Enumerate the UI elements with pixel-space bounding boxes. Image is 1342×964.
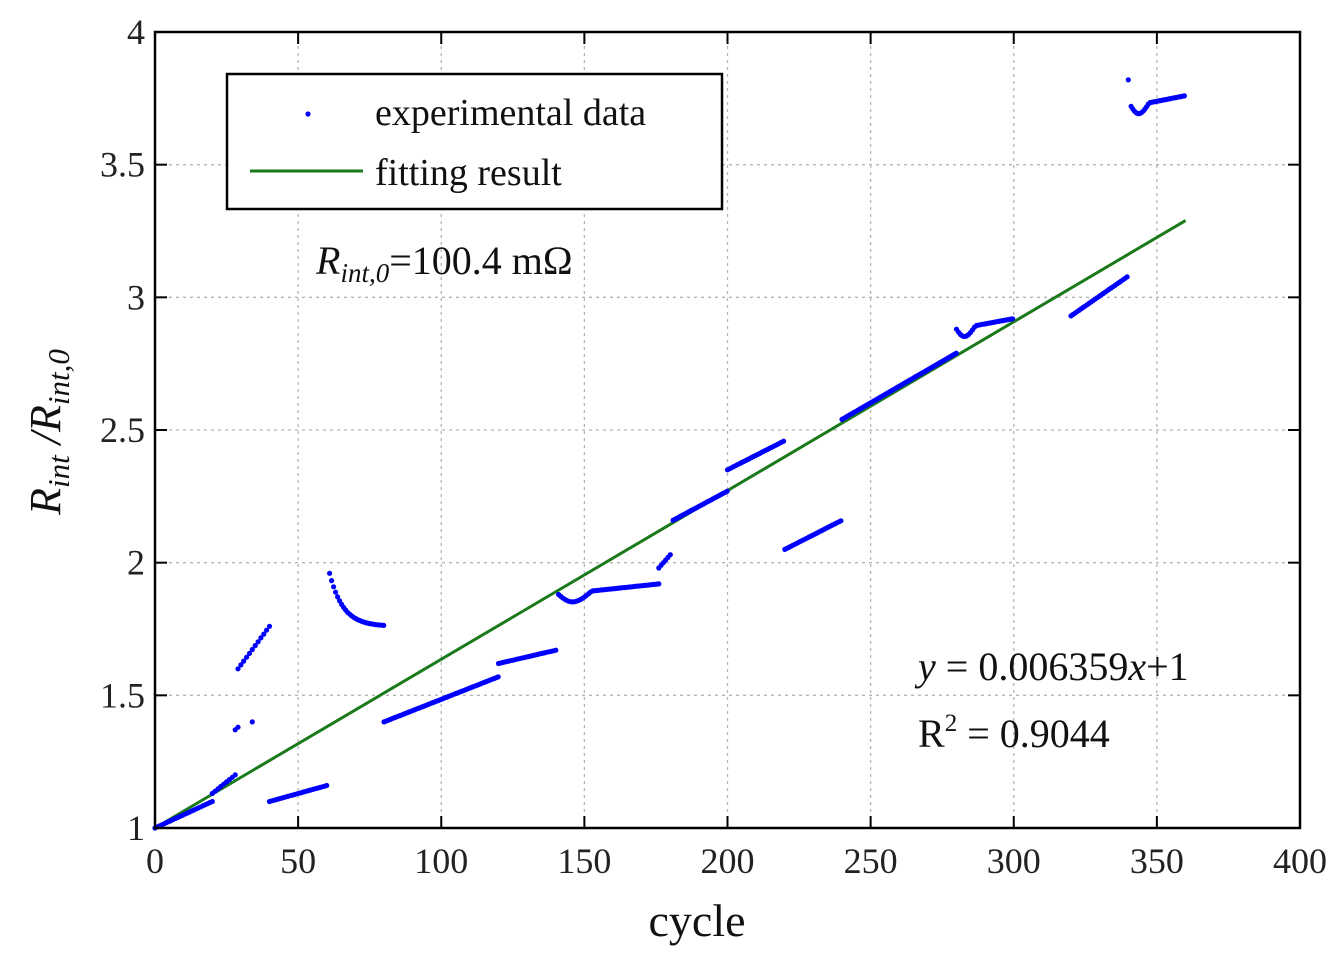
legend-marker-experimental [305, 111, 311, 117]
data-point [656, 581, 662, 587]
annotation-r0-sub: int,0 [340, 258, 389, 288]
y-label-sep: / [21, 428, 70, 455]
equation-part2: +1 [1146, 644, 1189, 689]
annotation-r0-base: R [315, 238, 340, 283]
data-point [255, 639, 261, 645]
x-tick-label: 300 [987, 841, 1041, 881]
data-point [381, 622, 387, 629]
equation-part1: = 0.006359 [936, 644, 1129, 689]
y-label-num-base: R [21, 488, 70, 516]
x-tick-label: 200 [701, 841, 755, 881]
data-point [238, 662, 244, 668]
r2-sup: 2 [945, 710, 958, 737]
x-tick-label: 0 [146, 841, 164, 881]
data-point [244, 654, 250, 660]
x-tick-label: 50 [280, 841, 316, 881]
legend-box [225, 72, 724, 211]
data-point [724, 488, 730, 494]
data-point [209, 798, 215, 805]
legend-label-fitting: fitting result [375, 152, 562, 194]
r2-base: R [918, 711, 945, 756]
y-tick-label: 2.5 [100, 410, 145, 450]
data-point [266, 623, 273, 629]
data-point [335, 594, 341, 600]
data-point [838, 518, 844, 524]
data-point [781, 438, 787, 444]
x-tick-label: 100 [414, 841, 468, 881]
equation-x-var: x [1127, 644, 1146, 689]
data-point [327, 570, 333, 576]
x-tick-label: 400 [1273, 841, 1327, 881]
annotation-r0: Rint,0=100.4 mΩ [315, 238, 573, 288]
data-point [953, 350, 959, 356]
data-point [1181, 93, 1187, 99]
equation-y-var: y [914, 644, 936, 689]
annotation-r2: R2 = 0.9044 [918, 710, 1110, 756]
y-tick-label: 1 [127, 808, 145, 848]
data-point [324, 782, 330, 789]
x-axis-label: cycle [648, 895, 745, 946]
data-point [235, 666, 241, 672]
data-point [331, 584, 337, 590]
data-point [249, 646, 255, 653]
annotation-r0-value: =100.4 mΩ [389, 238, 572, 283]
y-label-num-sub: int [41, 454, 76, 488]
data-point [249, 719, 255, 725]
data-point [1124, 274, 1130, 280]
data-point [495, 674, 501, 680]
r2-value: = 0.9044 [957, 711, 1110, 756]
y-tick-label: 4 [127, 12, 145, 52]
y-label-den-sub: int,0 [41, 349, 76, 405]
x-tick-label: 350 [1130, 841, 1184, 881]
axis-ticks: 0 50 100 150 200 250 300 350 400 1 1.5 2 2.5 3 3.5 4 [100, 12, 1327, 881]
y-tick-label: 1.5 [100, 675, 145, 715]
y-tick-label: 3 [127, 277, 145, 317]
data-point [667, 552, 673, 558]
data-point [264, 627, 270, 633]
data-point [329, 578, 335, 584]
y-axis-label: Rint /Rint,0 [21, 349, 76, 516]
fit-layer [154, 219, 1187, 830]
data-point [258, 635, 264, 641]
fit-line [154, 219, 1187, 830]
data-point [235, 724, 241, 730]
data-point [241, 658, 247, 664]
data-point [252, 643, 258, 649]
x-tick-label: 150 [557, 841, 611, 881]
data-point [333, 589, 339, 595]
y-tick-label: 3.5 [100, 145, 145, 185]
y-label-den-base: R [21, 405, 70, 433]
legend-label-experimental: experimental data [375, 92, 646, 134]
data-point [1125, 77, 1131, 83]
x-tick-label: 250 [844, 841, 898, 881]
data-points [152, 77, 1187, 831]
data-point [553, 647, 559, 653]
data-point [1010, 316, 1016, 322]
data-point [232, 772, 238, 778]
y-tick-label: 2 [127, 543, 145, 583]
annotation-equation: y = 0.006359x+1 [914, 644, 1189, 689]
data-point [246, 650, 253, 657]
data-point [261, 631, 267, 637]
legend: experimental data fitting result [225, 72, 724, 211]
